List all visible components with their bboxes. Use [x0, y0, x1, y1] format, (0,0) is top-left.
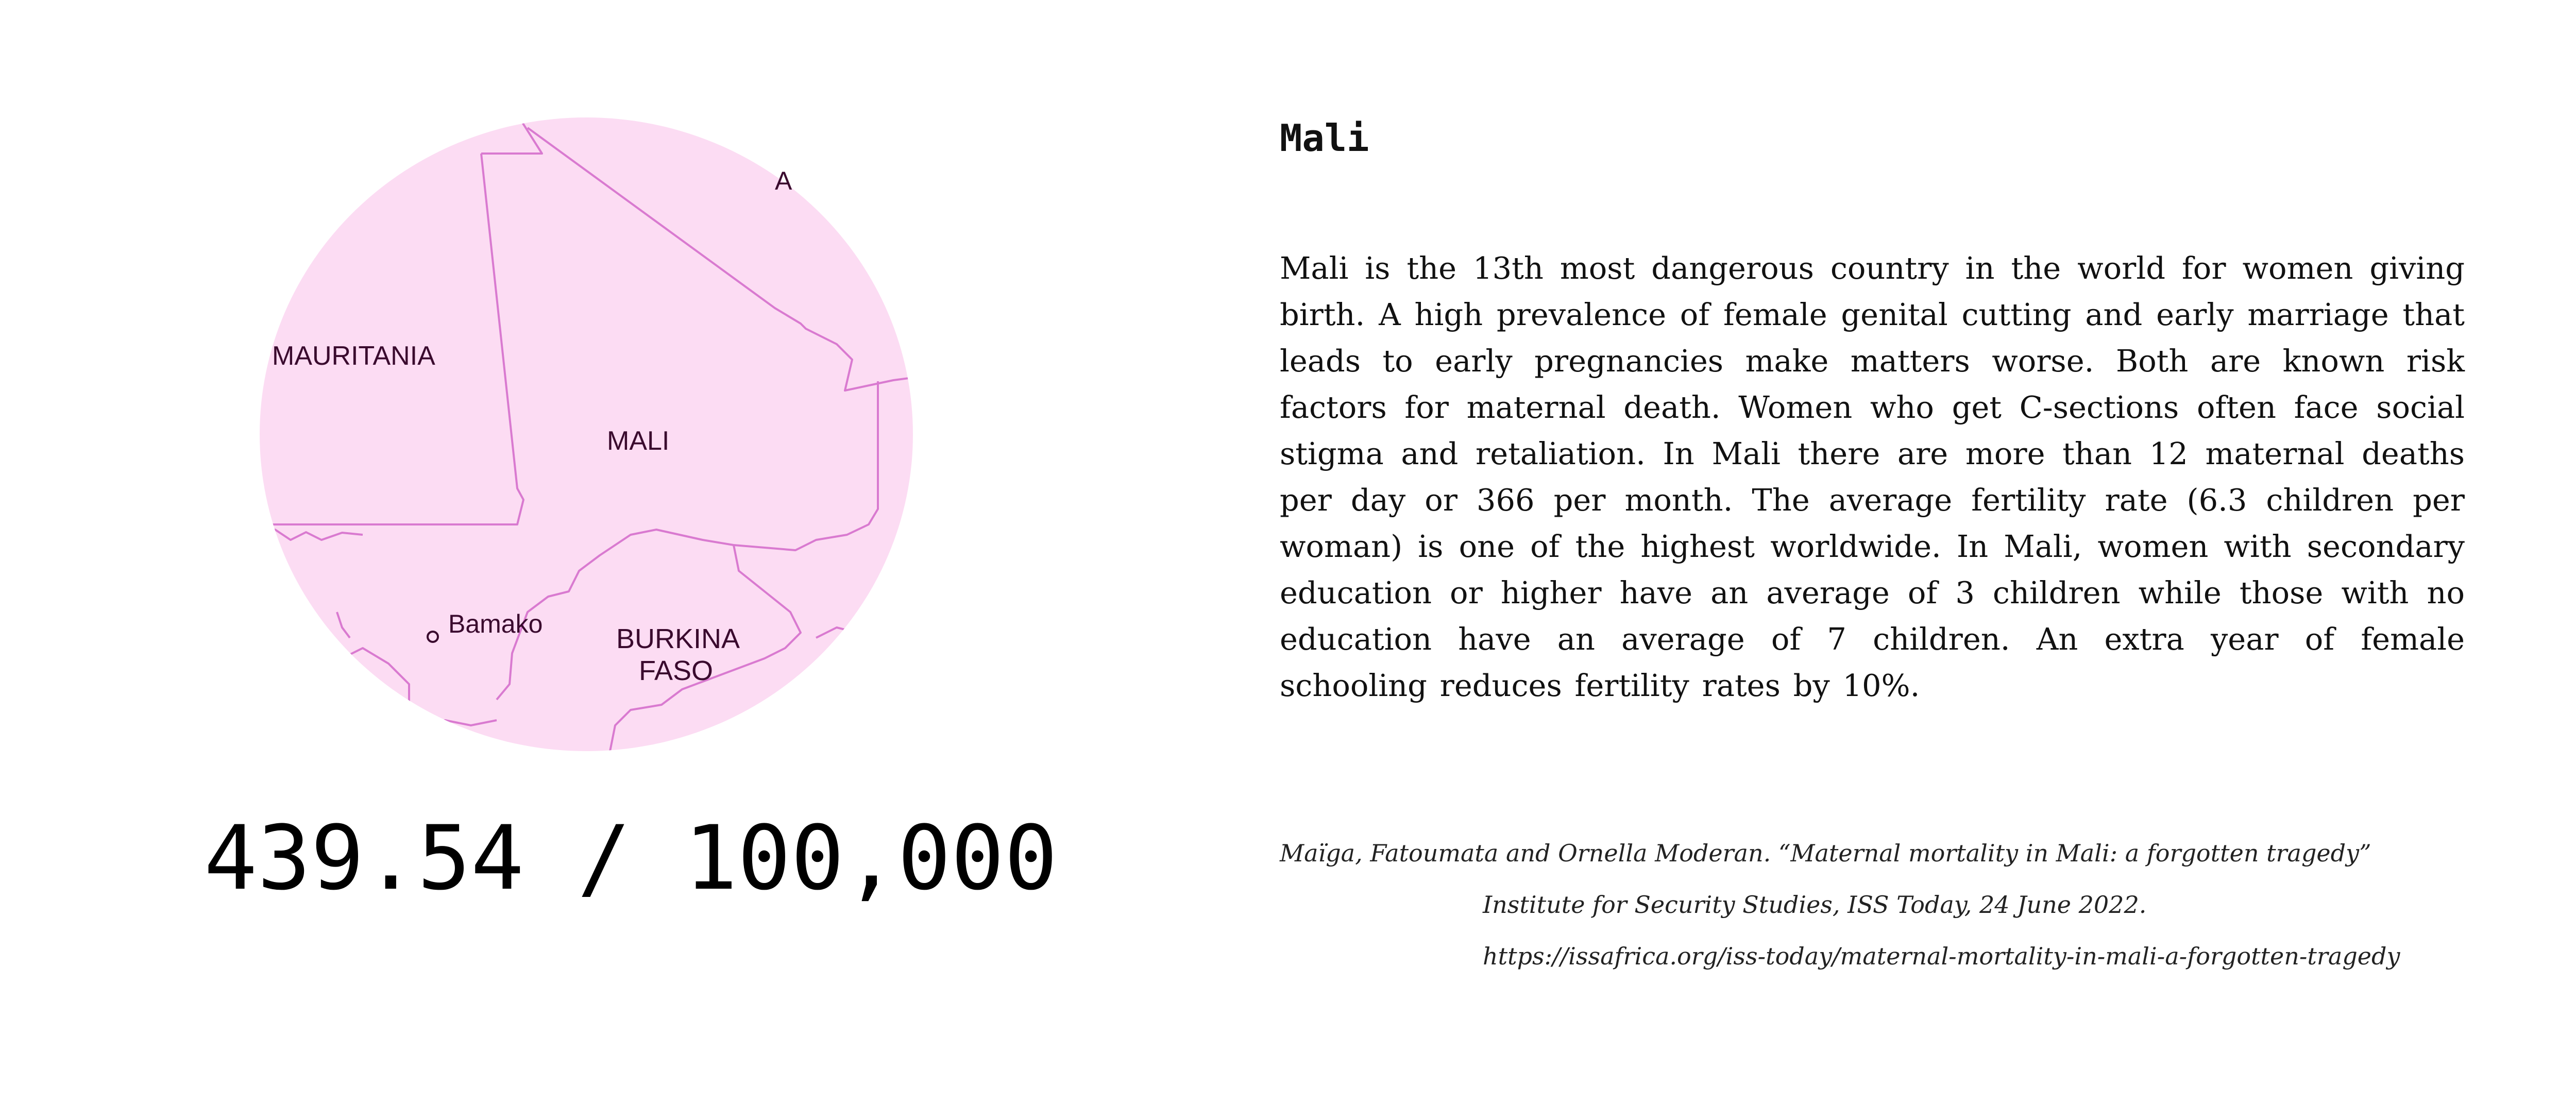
map-label-burkina-line2: FASO [639, 655, 713, 686]
border-mali-northeast [496, 127, 913, 701]
country-map: A MAURITANIA MALI Bamako BURKINA FASO [260, 117, 913, 751]
map-marker-shape [302, 245, 313, 258]
citation-publisher: Institute for Security Studies, ISS Toda… [1483, 891, 2147, 919]
maternal-mortality-rate: 439.54 / 100,000 [204, 806, 1058, 910]
map-label-top-partial: A [775, 166, 792, 195]
map-label-mauritania: MAURITANIA [272, 341, 435, 371]
map-circle [260, 117, 913, 751]
map-label-burkina-line1: BURKINA [616, 623, 740, 654]
citation-url[interactable]: https://issafrica.org/iss-today/maternal… [1483, 942, 2400, 970]
citation: Maïga, Fatoumata and Ornella Moderan. “M… [1280, 827, 2465, 982]
country-title: Mali [1280, 116, 1369, 160]
country-description: Mali is the 13th most dangerous country … [1280, 250, 2465, 703]
map-label-mali: MALI [607, 426, 669, 456]
border-mauritania-mali [260, 122, 543, 525]
map-svg: A MAURITANIA MALI Bamako BURKINA FASO [260, 117, 913, 751]
citation-authors-title: Maïga, Fatoumata and Ornella Moderan. “M… [1280, 839, 2371, 867]
bamako-city-marker [427, 631, 439, 643]
map-label-bamako: Bamako [448, 609, 543, 638]
